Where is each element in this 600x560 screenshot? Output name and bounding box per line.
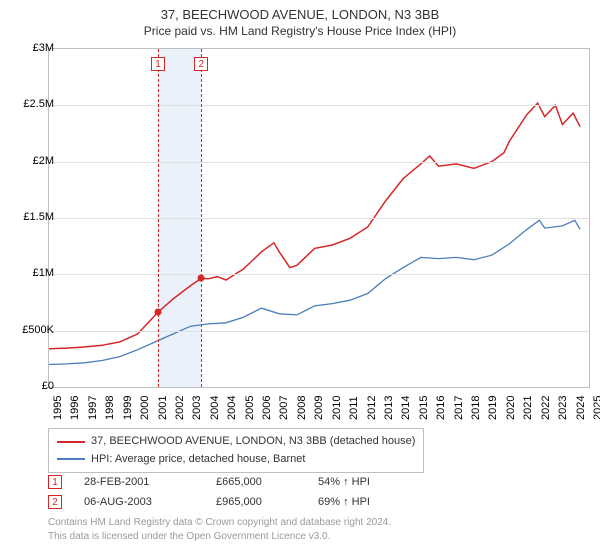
chart-title: 37, BEECHWOOD AVENUE, LONDON, N3 3BB [0, 0, 600, 24]
legend-item: HPI: Average price, detached house, Barn… [57, 451, 415, 469]
tx-hpi: 69% ↑ HPI [318, 496, 408, 508]
x-tick-label: 2021 [522, 396, 534, 420]
tx-date: 06-AUG-2003 [84, 496, 194, 508]
x-tick-label: 2006 [261, 396, 273, 420]
x-tick-label: 2004 [209, 396, 221, 420]
x-tick-label: 2002 [174, 396, 186, 420]
tx-date: 28-FEB-2001 [84, 476, 194, 488]
x-tick-label: 1998 [104, 396, 116, 420]
chart-subtitle: Price paid vs. HM Land Registry's House … [0, 24, 600, 38]
x-tick-label: 2017 [453, 396, 465, 420]
table-row: 2 06-AUG-2003 £965,000 69% ↑ HPI [48, 492, 408, 512]
table-row: 1 28-FEB-2001 £665,000 54% ↑ HPI [48, 472, 408, 492]
transaction-table: 1 28-FEB-2001 £665,000 54% ↑ HPI 2 06-AU… [48, 472, 408, 512]
legend-swatch [57, 458, 85, 460]
tx-hpi: 54% ↑ HPI [318, 476, 408, 488]
x-tick-label: 2020 [505, 396, 517, 420]
y-tick-label: £500K [16, 324, 54, 336]
legend-label: 37, BEECHWOOD AVENUE, LONDON, N3 3BB (de… [91, 433, 415, 451]
footer-attribution: Contains HM Land Registry data © Crown c… [48, 516, 391, 543]
x-tick-label: 2013 [383, 396, 395, 420]
y-tick-label: £1.5M [16, 211, 54, 223]
x-tick-label: 2012 [366, 396, 378, 420]
x-tick-label: 2009 [313, 396, 325, 420]
x-tick-label: 1995 [52, 396, 64, 420]
x-tick-label: 2008 [296, 396, 308, 420]
y-tick-label: £3M [16, 42, 54, 54]
tx-marker-1: 1 [48, 475, 62, 489]
tx-marker-2: 2 [48, 495, 62, 509]
tx-price: £665,000 [216, 476, 296, 488]
x-tick-label: 2011 [348, 396, 360, 420]
x-tick-label: 2005 [244, 396, 256, 420]
footer-line: Contains HM Land Registry data © Crown c… [48, 516, 391, 530]
x-tick-label: 2016 [435, 396, 447, 420]
x-tick-label: 2023 [557, 396, 569, 420]
x-tick-label: 2019 [487, 396, 499, 420]
footer-line: This data is licensed under the Open Gov… [48, 530, 391, 544]
tx-marker-box: 2 [194, 57, 208, 71]
x-tick-label: 2001 [157, 396, 169, 420]
x-tick-label: 2022 [540, 396, 552, 420]
tx-price: £965,000 [216, 496, 296, 508]
tx-dot [155, 309, 162, 316]
legend-swatch [57, 441, 85, 443]
y-tick-label: £2M [16, 155, 54, 167]
y-tick-label: £2.5M [16, 98, 54, 110]
x-tick-label: 1996 [69, 396, 81, 420]
x-tick-label: 2025 [592, 396, 600, 420]
tx-dot [198, 275, 205, 282]
tx-marker-box: 1 [151, 57, 165, 71]
plot-area: 12 [48, 48, 590, 388]
y-tick-label: £1M [16, 267, 54, 279]
series-line [49, 103, 580, 349]
x-tick-label: 2014 [400, 396, 412, 420]
x-tick-label: 2015 [418, 396, 430, 420]
legend: 37, BEECHWOOD AVENUE, LONDON, N3 3BB (de… [48, 428, 424, 473]
x-tick-label: 2003 [191, 396, 203, 420]
x-axis-labels: 1995 1996 1997 1998 1999 2000 2001 2002 2003 2004… [48, 388, 588, 424]
legend-label: HPI: Average price, detached house, Barn… [91, 451, 305, 469]
series-line [49, 220, 580, 364]
x-tick-label: 1999 [122, 396, 134, 420]
x-tick-label: 2007 [278, 396, 290, 420]
x-tick-label: 1997 [87, 396, 99, 420]
x-tick-label: 2024 [575, 396, 587, 420]
x-tick-label: 2018 [470, 396, 482, 420]
x-tick-label: 2004 [226, 396, 238, 420]
y-tick-label: £0 [16, 380, 54, 392]
x-tick-label: 2000 [139, 396, 151, 420]
chart-container: 37, BEECHWOOD AVENUE, LONDON, N3 3BB Pri… [0, 0, 600, 560]
legend-item: 37, BEECHWOOD AVENUE, LONDON, N3 3BB (de… [57, 433, 415, 451]
x-tick-label: 2010 [331, 396, 343, 420]
